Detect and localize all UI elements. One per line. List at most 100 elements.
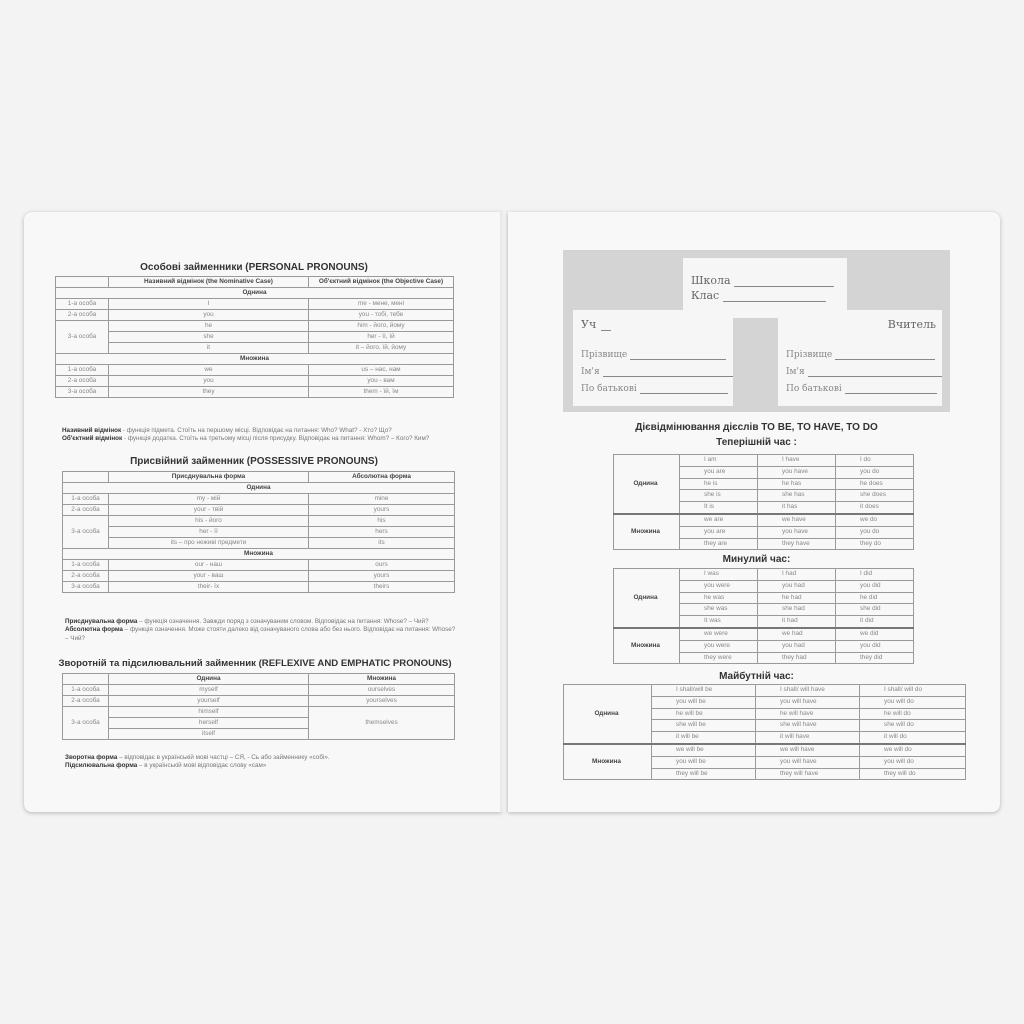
column-header: Об'єктний відмінок (the Objective Case) bbox=[308, 276, 454, 288]
verb-form-cell: she had bbox=[757, 603, 836, 617]
verb-form-cell: they will have bbox=[755, 767, 860, 781]
verb-form-cell: she did bbox=[835, 603, 914, 617]
verb-form-cell: she has bbox=[757, 489, 836, 503]
verb-form-cell: she will do bbox=[859, 719, 966, 733]
verb-form-cell: they were bbox=[679, 651, 758, 665]
past-tense-table: Однина I was I had I did you were you had you … bbox=[613, 567, 914, 665]
note: Підсилювальна форма – в українській мові… bbox=[65, 762, 460, 770]
note-term: Абсолютна форма bbox=[65, 626, 123, 634]
table-row: 3-а особа he him - його, йому bbox=[55, 320, 454, 354]
column-header: Присднувальна форма bbox=[108, 471, 309, 483]
verb-form-cell: we have bbox=[757, 512, 836, 527]
class-label: Клас bbox=[691, 289, 720, 302]
table-row: 2-а особа yourself yourselves bbox=[62, 695, 455, 707]
verb-form-cell: you did bbox=[835, 639, 914, 653]
verb-form-cell: you will do bbox=[859, 755, 966, 769]
table-cell: he bbox=[108, 320, 309, 332]
verb-form-cell: I was bbox=[679, 568, 758, 581]
verb-form-cell: you have bbox=[757, 525, 836, 539]
verb-form-cell: it had bbox=[757, 615, 836, 629]
note: Зворотна форма – відповідає в українські… bbox=[65, 754, 460, 762]
teacher-name-field[interactable] bbox=[807, 376, 942, 377]
person-label: 1-а особа bbox=[62, 684, 109, 696]
table-cell: you bbox=[108, 309, 309, 321]
table-row: she her - її, їй bbox=[56, 331, 454, 343]
verb-form-cell: they will do bbox=[859, 767, 966, 781]
table-cell: mine bbox=[308, 493, 455, 505]
student-patronymic-field[interactable] bbox=[639, 393, 728, 394]
table-cell: ours bbox=[308, 559, 455, 571]
verb-form-cell: we will do bbox=[859, 742, 966, 757]
table-row: they are they have they do bbox=[614, 537, 914, 551]
table-row: Однина Множина bbox=[62, 673, 455, 685]
person-label: 3-а особа bbox=[55, 386, 109, 398]
note-term: Називний відмінок bbox=[62, 427, 122, 434]
table-row: 1-а особа my - мій mine bbox=[62, 493, 455, 505]
student-name-label: Ім'я bbox=[581, 367, 600, 377]
verb-form-cell: they have bbox=[757, 537, 836, 551]
school-field[interactable] bbox=[734, 286, 835, 287]
past-tense-title: Минулий час: bbox=[722, 554, 791, 565]
table-cell: me - мене, мені bbox=[308, 298, 454, 310]
table-row: Присднувальна форма Абсолютна форма bbox=[62, 471, 455, 483]
table-cell: her - її bbox=[108, 526, 309, 538]
student-label: Уч bbox=[581, 318, 597, 331]
teacher-surname-field[interactable] bbox=[835, 359, 936, 360]
student-name-field[interactable] bbox=[602, 376, 733, 377]
verb-form-cell: she does bbox=[835, 489, 914, 503]
verb-form-cell: you are bbox=[679, 525, 758, 539]
student-surname-field[interactable] bbox=[630, 359, 727, 360]
teacher-patronymic-field[interactable] bbox=[844, 393, 937, 394]
possessive-pronouns-table: Присднувальна форма Абсолютна форма Однина… bbox=[62, 471, 455, 593]
verb-form-cell: they are bbox=[679, 537, 758, 551]
table-row: Множина bbox=[62, 548, 455, 560]
verb-form-cell: I am bbox=[679, 454, 758, 467]
verb-form-cell: he will be bbox=[651, 707, 756, 721]
table-cell: she bbox=[108, 331, 309, 343]
person-label: 1-а особа bbox=[55, 298, 109, 310]
verb-form-cell: It is bbox=[679, 501, 758, 515]
table-cell: we bbox=[108, 364, 309, 376]
class-field[interactable] bbox=[722, 301, 826, 302]
table-row: she will be she will have she will do bbox=[564, 719, 966, 733]
note-term: Присднувальна форма bbox=[65, 618, 138, 625]
person-label: 1-а особа bbox=[55, 364, 109, 376]
teacher-card: Вчитель Прізвище Ім'я По батькові bbox=[778, 310, 942, 406]
group-label: Множина bbox=[613, 626, 680, 665]
student-card: Уч Прізвище Ім'я По батькові bbox=[573, 310, 733, 406]
teacher-name-label: Ім'я bbox=[786, 367, 805, 377]
table-cell: yourself bbox=[108, 695, 309, 707]
group-label: Однина bbox=[613, 453, 680, 515]
note: Називний відмінок - функція підмета. Сто… bbox=[62, 427, 462, 435]
table-row: Однина bbox=[62, 482, 455, 494]
note-text: – функція означення. Може стояти далеко … bbox=[65, 626, 456, 642]
verb-form-cell: you were bbox=[679, 639, 758, 653]
student-suffix-field[interactable] bbox=[601, 318, 611, 331]
table-cell: you bbox=[108, 375, 309, 387]
personal-pronouns-notes: Називний відмінок - функція підмета. Сто… bbox=[62, 427, 462, 444]
table-cell: herself bbox=[108, 717, 309, 729]
group-label: Однина bbox=[563, 683, 652, 745]
verb-form-cell: It was bbox=[679, 615, 758, 629]
verb-form-cell: I shall/ will have bbox=[755, 684, 860, 697]
table-row: Множина bbox=[55, 353, 454, 365]
table-row: Множина we are we have we do bbox=[613, 512, 914, 551]
verb-form-cell: you will have bbox=[755, 695, 860, 709]
note-text: – в українській мові відповідає слову «с… bbox=[137, 762, 267, 770]
student-info-form: Школа Клас Уч Прізвище Ім'я По батькові … bbox=[563, 250, 950, 412]
person-label: 2-а особа bbox=[62, 504, 109, 516]
verb-form-cell: we were bbox=[679, 626, 758, 641]
group-header: Множина bbox=[62, 548, 455, 560]
table-row: she was she had she did bbox=[614, 603, 914, 617]
table-cell: theirs bbox=[308, 581, 455, 593]
table-row: 3-а особа their- їх theirs bbox=[62, 581, 455, 593]
teacher-label: Вчитель bbox=[887, 318, 936, 331]
verb-form-cell: we are bbox=[679, 512, 758, 527]
group-header: Однина bbox=[55, 287, 454, 299]
verb-form-cell: you had bbox=[757, 639, 836, 653]
verb-form-cell: it did bbox=[835, 615, 914, 629]
table-row: you will be you will have you will do bbox=[564, 755, 966, 769]
verb-form-cell: I had bbox=[757, 568, 836, 581]
table-row: 1-а особа we us – нас, нам bbox=[55, 364, 454, 376]
